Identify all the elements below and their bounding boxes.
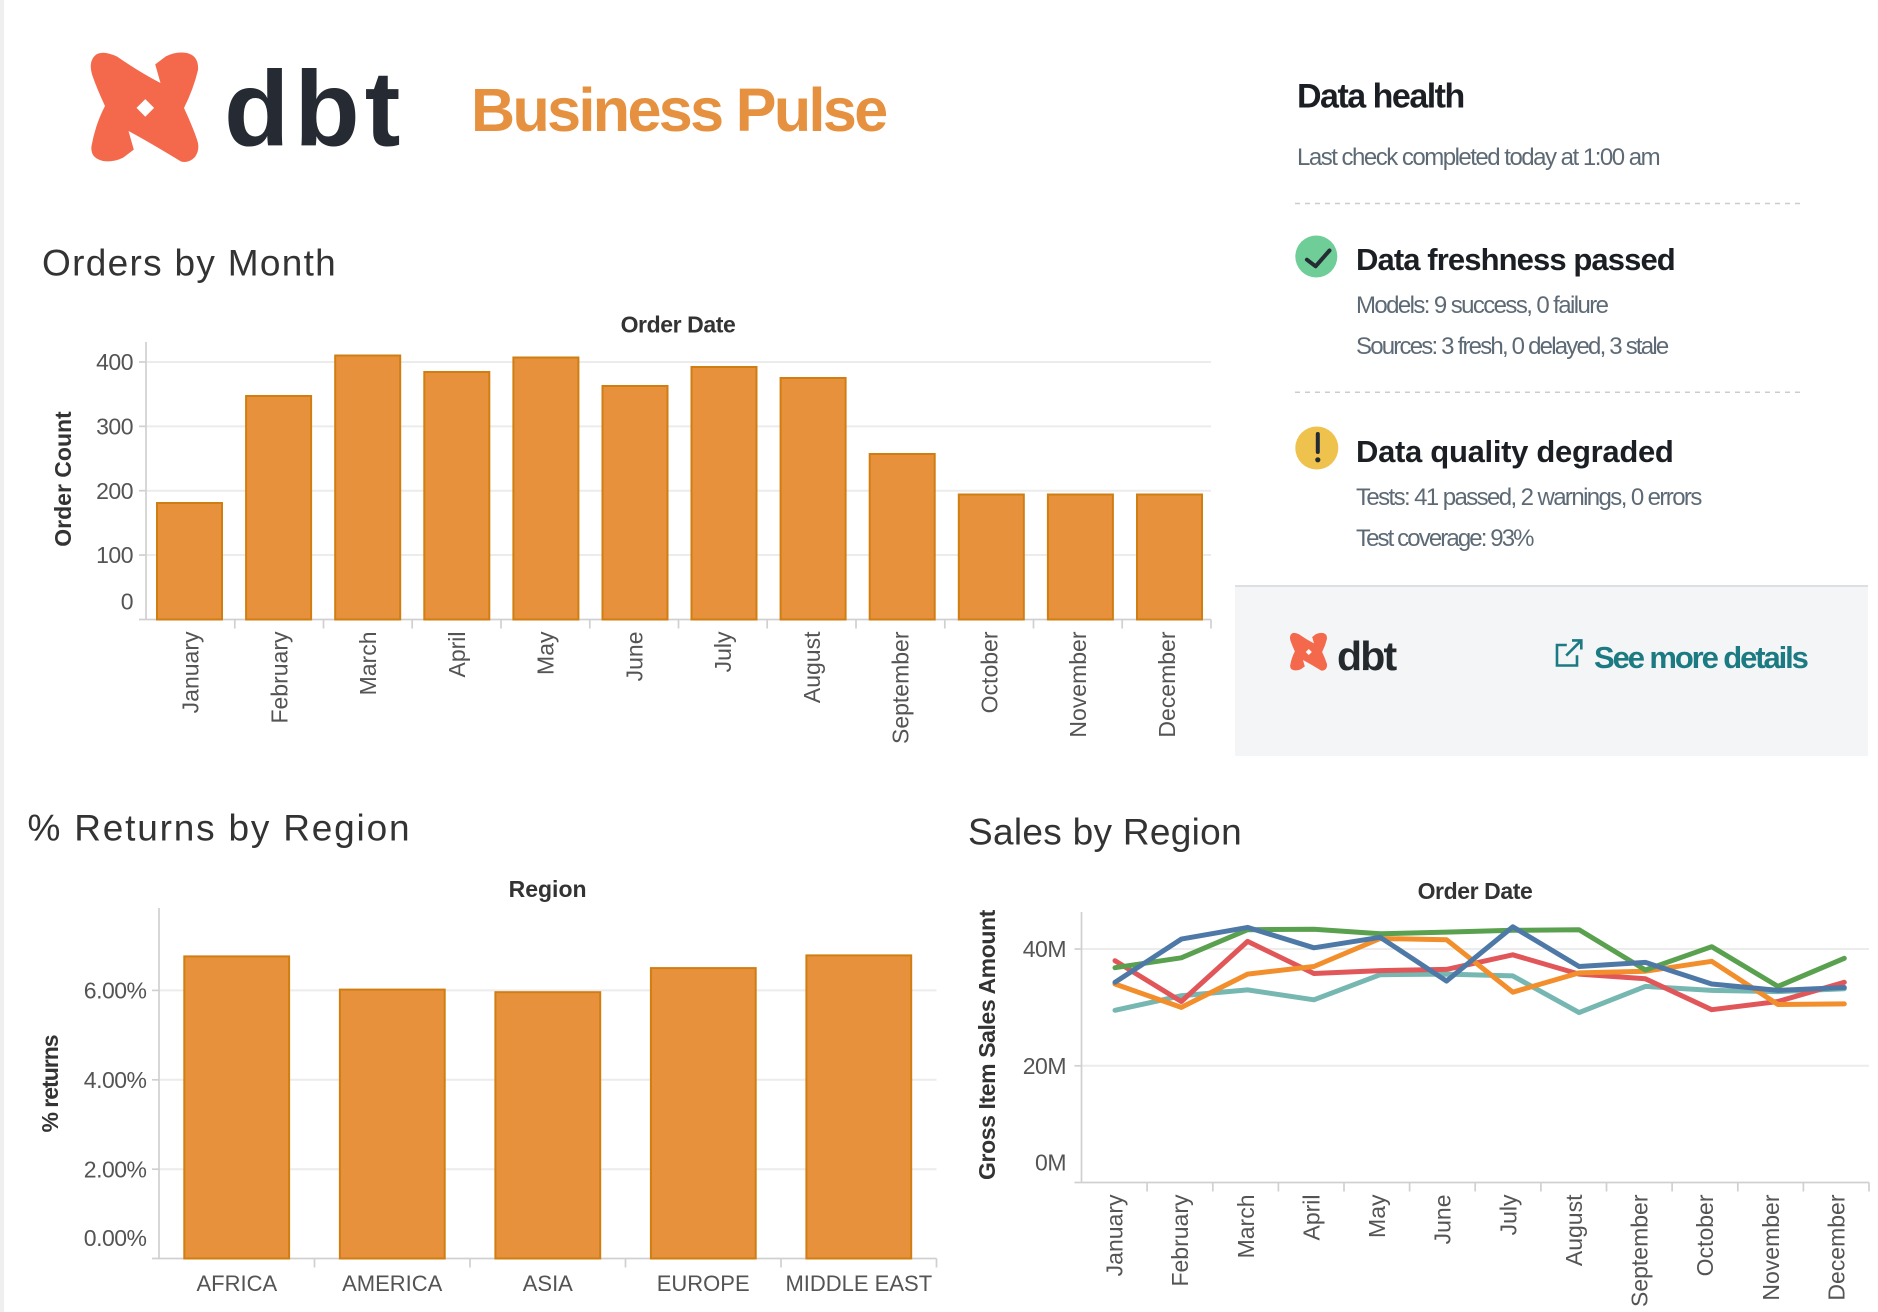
svg-text:AMERICA: AMERICA (342, 1271, 443, 1296)
svg-text:November: November (1758, 1194, 1784, 1300)
svg-text:June: June (621, 632, 647, 682)
svg-text:January: January (178, 631, 204, 713)
svg-text:40M: 40M (1023, 936, 1066, 962)
svg-text:200: 200 (96, 478, 133, 504)
svg-text:May: May (533, 631, 559, 675)
svg-text:dbt: dbt (1337, 633, 1397, 679)
svg-text:July: July (1495, 1194, 1521, 1235)
svg-text:0M: 0M (1035, 1150, 1066, 1176)
svg-text:December: December (1823, 1194, 1849, 1300)
svg-text:dbt: dbt (224, 49, 405, 169)
svg-text:August: August (1561, 1194, 1587, 1266)
svg-text:100: 100 (96, 542, 133, 568)
svg-text:0: 0 (121, 589, 133, 615)
svg-text:Order Date: Order Date (621, 312, 736, 338)
svg-text:See more details: See more details (1594, 640, 1808, 675)
svg-text:April: April (444, 632, 470, 678)
svg-text:Business Pulse: Business Pulse (471, 76, 886, 144)
svg-text:Data quality degraded: Data quality degraded (1356, 434, 1674, 469)
svg-text:February: February (266, 631, 292, 724)
svg-text:AFRICA: AFRICA (196, 1271, 277, 1296)
svg-text:300: 300 (96, 414, 133, 440)
svg-text:September: September (888, 631, 914, 744)
svg-text:Gross Item Sales Amount: Gross Item Sales Amount (974, 909, 1000, 1180)
svg-text:Models: 9 success, 0 failure: Models: 9 success, 0 failure (1356, 292, 1609, 319)
svg-text:Order Count: Order Count (50, 411, 76, 547)
svg-text:January: January (1102, 1194, 1128, 1276)
svg-text:% Returns by Region: % Returns by Region (28, 808, 412, 849)
svg-text:Sales by Region: Sales by Region (968, 812, 1242, 853)
svg-text:November: November (1065, 631, 1091, 737)
svg-text:February: February (1167, 1194, 1193, 1287)
svg-text:MIDDLE EAST: MIDDLE EAST (785, 1271, 932, 1296)
svg-text:Data freshness passed: Data freshness passed (1356, 242, 1675, 277)
svg-text:2.00%: 2.00% (84, 1156, 147, 1182)
svg-text:Order Date: Order Date (1418, 878, 1533, 904)
svg-text:0.00%: 0.00% (84, 1225, 147, 1251)
svg-text:400: 400 (96, 349, 133, 375)
svg-text:August: August (799, 631, 825, 703)
svg-text:March: March (355, 632, 381, 696)
svg-text:20M: 20M (1023, 1053, 1066, 1079)
svg-text:October: October (976, 631, 1002, 713)
svg-text:Last check completed today at: Last check completed today at 1:00 am (1297, 144, 1660, 171)
svg-text:May: May (1364, 1194, 1390, 1238)
svg-text:4.00%: 4.00% (84, 1067, 147, 1093)
svg-text:Test coverage: 93%: Test coverage: 93% (1356, 525, 1534, 552)
svg-text:October: October (1692, 1194, 1718, 1276)
svg-text:Sources: 3 fresh, 0 delayed, 3: Sources: 3 fresh, 0 delayed, 3 stale (1356, 333, 1669, 360)
svg-text:July: July (710, 631, 736, 672)
svg-text:Tests: 41 passed, 2 warnings,: Tests: 41 passed, 2 warnings, 0 errors (1356, 484, 1702, 511)
svg-text:Region: Region (509, 876, 587, 902)
svg-text:6.00%: 6.00% (84, 978, 147, 1004)
svg-text:ASIA: ASIA (523, 1271, 573, 1296)
svg-text:September: September (1627, 1194, 1653, 1307)
svg-text:EUROPE: EUROPE (657, 1271, 750, 1296)
svg-text:April: April (1298, 1195, 1324, 1241)
svg-text:% returns: % returns (37, 1035, 63, 1132)
svg-text:March: March (1233, 1195, 1259, 1259)
svg-text:June: June (1430, 1195, 1456, 1245)
svg-text:December: December (1154, 631, 1180, 737)
svg-text:Orders by Month: Orders by Month (42, 243, 337, 284)
svg-text:Data health: Data health (1297, 78, 1464, 116)
